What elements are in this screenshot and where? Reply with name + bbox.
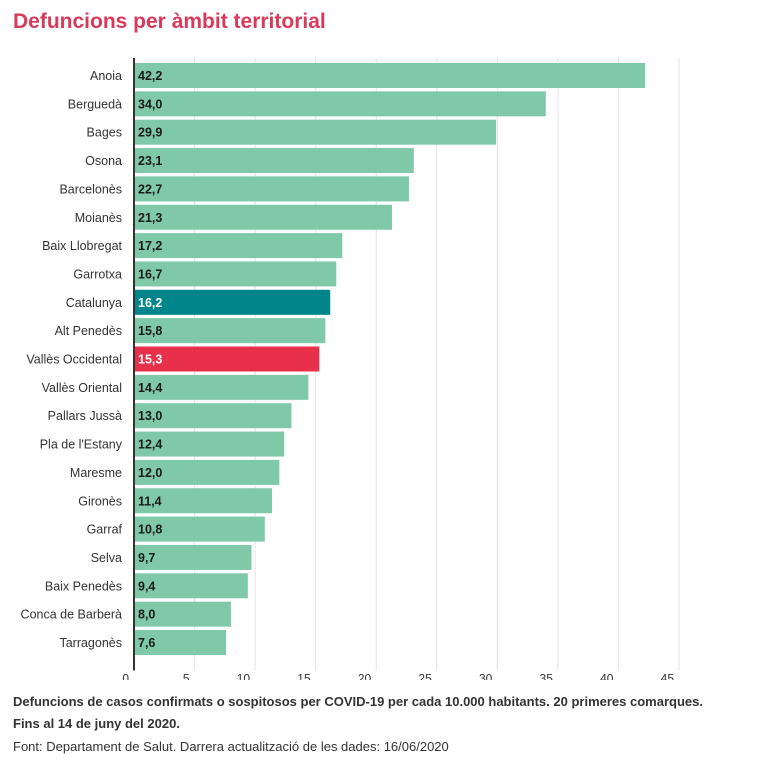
bar — [134, 119, 497, 145]
bar — [134, 459, 280, 485]
category-label: Anoia — [90, 69, 122, 83]
category-label: Pla de l'Estany — [40, 438, 123, 452]
value-label: 21,3 — [138, 211, 162, 225]
value-label: 34,0 — [138, 97, 162, 111]
category-label: Moianès — [75, 211, 122, 225]
bar — [134, 573, 248, 599]
value-label: 12,0 — [138, 466, 162, 480]
value-label: 22,7 — [138, 182, 162, 196]
category-label: Pallars Jussà — [48, 409, 122, 423]
bar — [134, 374, 309, 400]
x-tick-label: 35 — [540, 671, 554, 680]
category-label: Tarragonès — [59, 636, 122, 650]
value-label: 10,8 — [138, 523, 162, 537]
x-tick-label: 10 — [237, 671, 251, 680]
x-tick-label: 0 — [122, 671, 129, 680]
value-label: 13,0 — [138, 409, 162, 423]
bar — [134, 488, 273, 514]
x-tick-label: 40 — [600, 671, 614, 680]
value-label: 16,7 — [138, 267, 162, 281]
category-label: Bages — [87, 126, 122, 140]
bar — [134, 148, 414, 174]
bar — [134, 91, 546, 117]
caption-description: Defuncions de casos confirmats o sospito… — [13, 694, 703, 709]
category-label: Osona — [85, 154, 122, 168]
category-label: Baix Penedès — [45, 579, 122, 593]
category-label: Conca de Barberà — [21, 608, 123, 622]
category-label: Barcelonès — [59, 182, 122, 196]
category-label: Selva — [91, 551, 122, 565]
value-label: 15,8 — [138, 324, 162, 338]
caption-source: Font: Departament de Salut. Darrera actu… — [13, 739, 449, 754]
bar — [134, 204, 392, 230]
value-label: 16,2 — [138, 296, 162, 310]
x-tick-label: 20 — [358, 671, 372, 680]
category-label: Vallès Oriental — [42, 381, 122, 395]
category-label: Berguedà — [68, 97, 122, 111]
value-label: 11,4 — [138, 494, 162, 508]
bar — [134, 403, 292, 429]
value-label: 29,9 — [138, 126, 162, 140]
category-label: Baix Llobregat — [42, 239, 122, 253]
value-label: 8,0 — [138, 608, 155, 622]
category-label: Maresme — [70, 466, 122, 480]
value-label: 14,4 — [138, 381, 162, 395]
bar — [134, 544, 252, 570]
value-label: 15,3 — [138, 353, 162, 367]
value-label: 9,7 — [138, 551, 155, 565]
category-label: Garraf — [87, 523, 123, 537]
category-label: Catalunya — [66, 296, 122, 310]
value-label: 17,2 — [138, 239, 162, 253]
category-label: Gironès — [78, 494, 122, 508]
category-label: Vallès Occidental — [26, 353, 122, 367]
bar — [134, 431, 285, 457]
caption-date: Fins al 14 de juny del 2020. — [13, 716, 180, 731]
bar — [134, 233, 343, 259]
value-label: 7,6 — [138, 636, 155, 650]
x-tick-label: 15 — [297, 671, 311, 680]
bar — [134, 63, 646, 88]
bar — [134, 176, 409, 202]
bar — [134, 289, 331, 315]
bar — [134, 318, 326, 344]
category-label: Alt Penedès — [55, 324, 122, 338]
x-tick-label: 45 — [661, 671, 675, 680]
value-label: 42,2 — [138, 69, 162, 83]
chart-title: Defuncions per àmbit territorial — [13, 10, 326, 33]
bar — [134, 630, 227, 655]
bar — [134, 261, 337, 287]
bar-chart: 0 5 10 15 20 25 30 35 40 45 Anoia 42,2 Berguedà 34,0 B… — [21, 58, 680, 680]
value-label: 9,4 — [138, 579, 155, 593]
x-tick-label: 30 — [479, 671, 493, 680]
bar — [134, 346, 320, 372]
x-tick-label: 25 — [418, 671, 432, 680]
x-tick-label: 5 — [183, 671, 190, 680]
bar — [134, 516, 265, 542]
bar — [134, 601, 231, 627]
value-label: 12,4 — [138, 438, 162, 452]
value-label: 23,1 — [138, 154, 162, 168]
category-label: Garrotxa — [73, 267, 122, 281]
